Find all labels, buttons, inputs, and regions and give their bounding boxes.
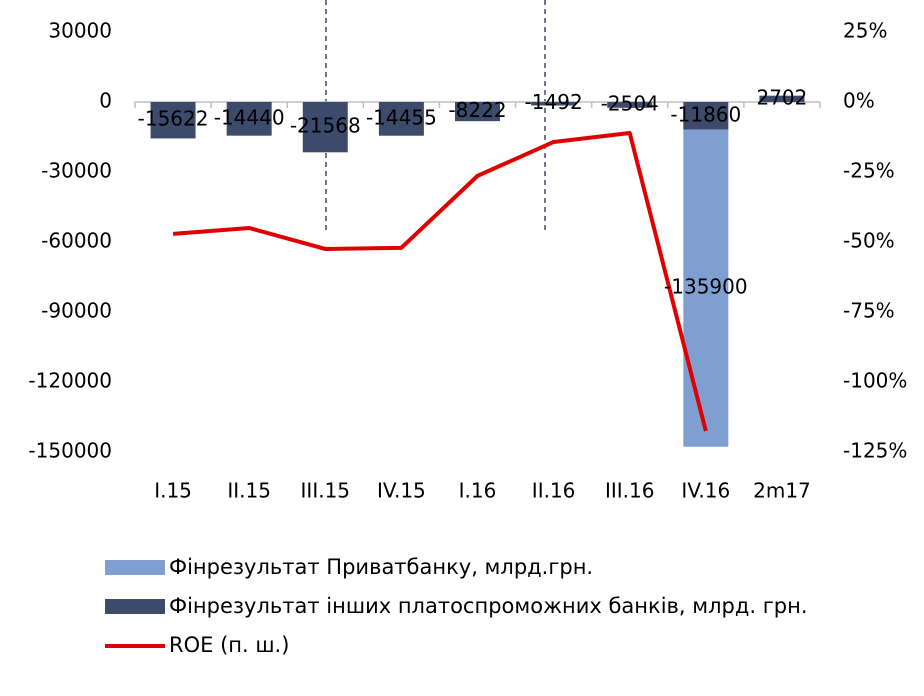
bar [226, 101, 272, 136]
legend-label: Фінрезультат інших платоспроможних банкі… [169, 594, 808, 618]
data-label: -14455 [366, 105, 437, 129]
x-tick-label: III.16 [605, 479, 655, 503]
y-tick-label: -30000 [41, 158, 112, 182]
y-tick-label: -120000 [28, 368, 112, 392]
y2-tick-label: -100% [843, 368, 907, 392]
data-label: -135900 [664, 275, 748, 299]
x-tick-label: II.16 [532, 479, 576, 503]
y-tick-label: 0 [99, 88, 112, 112]
data-label: -1492 [525, 90, 583, 114]
legend-label: ROE (п. ш.) [169, 633, 290, 657]
y-tick-label: 30000 [48, 18, 112, 42]
bar [150, 101, 196, 139]
bar [302, 101, 348, 153]
data-label: -14440 [214, 105, 285, 129]
y2-tick-label: -75% [843, 298, 895, 322]
data-label: -21568 [290, 114, 361, 138]
legend-item: ROE (п. ш.) [105, 626, 875, 665]
legend-swatch [105, 644, 165, 648]
data-label: -15622 [138, 107, 209, 131]
x-tick-label: IV.15 [377, 479, 426, 503]
bar [531, 101, 577, 106]
x-tick-label: I.16 [459, 479, 497, 503]
data-label: -11860 [670, 102, 741, 126]
y2-tick-label: -50% [843, 228, 895, 252]
y-tick-label: -60000 [41, 228, 112, 252]
x-tick-label: I.15 [154, 479, 192, 503]
bar [683, 129, 729, 447]
chart: 30000 0 -30000 -60000 -90000 -120000 -150000 25… [28, 0, 907, 503]
bar [759, 95, 805, 102]
legend-label: Фінрезультат Приватбанку, млрд.грн. [169, 555, 594, 579]
y2-tick-label: -125% [843, 439, 907, 463]
bar [607, 101, 653, 108]
bar [378, 101, 424, 136]
y-tick-label: -90000 [41, 298, 112, 322]
data-label: -8222 [448, 98, 506, 122]
bar [455, 101, 500, 122]
x-tick-label: 2m17 [753, 479, 811, 503]
x-tick-label: III.15 [301, 479, 351, 503]
x-tick-label: II.15 [227, 479, 271, 503]
data-label: -2504 [601, 91, 659, 115]
legend-item: Фінрезультат інших платоспроможних банкі… [105, 587, 875, 626]
y2-tick-label: 0% [843, 88, 875, 112]
legend: Фінрезультат Приватбанку, млрд.грн. Фінре… [105, 548, 875, 665]
data-label: 2702 [756, 85, 807, 109]
legend-swatch [105, 599, 165, 614]
x-tick-label: IV.16 [681, 479, 730, 503]
legend-swatch [105, 560, 165, 575]
bar [683, 101, 729, 130]
legend-item: Фінрезультат Приватбанку, млрд.грн. [105, 548, 875, 587]
y2-tick-label: 25% [843, 18, 887, 42]
y-tick-label: -150000 [28, 439, 112, 463]
y2-tick-label: -25% [843, 158, 895, 182]
roe-line [172, 131, 708, 432]
